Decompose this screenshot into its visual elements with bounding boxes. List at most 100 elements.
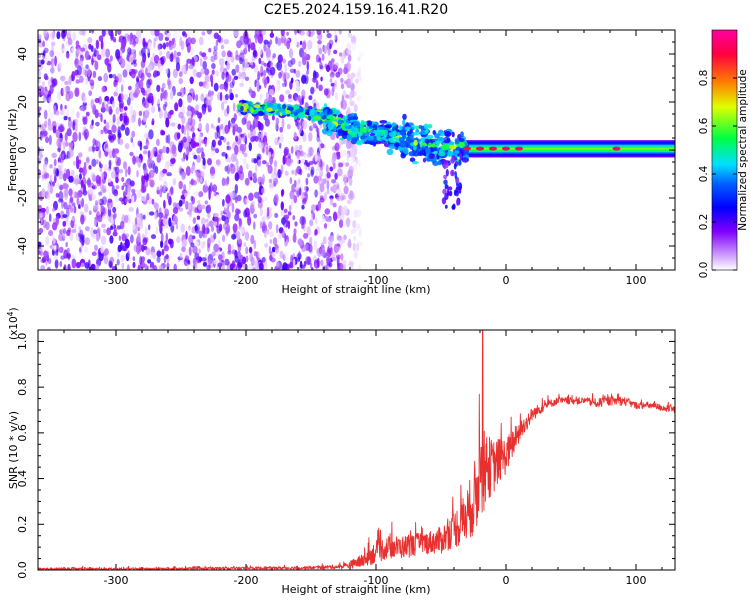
noise-blob <box>224 258 230 266</box>
snr-multiplier: (x104) <box>6 307 20 340</box>
noise-blob <box>215 159 221 166</box>
noise-blob <box>169 238 174 249</box>
ridge-blob <box>285 110 291 115</box>
noise-blob <box>346 48 352 56</box>
colorbar-tick-label: 0.8 <box>698 70 710 87</box>
noise-blob <box>260 130 264 141</box>
noise-blob <box>249 204 255 215</box>
noise-blob <box>347 169 353 179</box>
noise-blob <box>163 245 169 252</box>
noise-blob <box>87 67 91 78</box>
noise-blob <box>289 190 295 200</box>
noise-blob <box>208 220 214 227</box>
ridge-blob <box>399 131 407 136</box>
noise-blob <box>38 78 41 84</box>
ridge-blob <box>432 130 436 135</box>
noise-blob <box>158 174 163 182</box>
noise-blob <box>83 128 90 140</box>
noise-blob <box>109 260 113 268</box>
noise-blob <box>282 58 286 64</box>
noise-blob <box>156 99 161 104</box>
noise-blob <box>204 68 210 76</box>
noise-blob <box>349 91 352 102</box>
noise-blob <box>336 256 340 267</box>
streak-blob <box>453 163 457 170</box>
noise-blob <box>205 122 210 133</box>
noise-blob <box>98 161 102 168</box>
noise-blob <box>126 264 130 270</box>
noise-blob <box>110 55 113 62</box>
noise-blob <box>215 44 218 51</box>
noise-blob <box>345 94 350 99</box>
noise-blob <box>62 86 67 96</box>
ridge-blob <box>441 143 449 151</box>
noise-blob <box>150 57 153 67</box>
noise-blob <box>64 132 68 142</box>
snr-ytick-label: 0.8 <box>16 378 29 396</box>
noise-blob <box>43 109 48 120</box>
ridge-blob <box>349 127 357 133</box>
noise-blob <box>136 244 141 255</box>
noise-blob <box>352 220 357 229</box>
noise-blob <box>209 166 216 176</box>
noise-blob <box>267 96 274 101</box>
streak-blob <box>454 171 458 179</box>
noise-blob <box>182 239 188 247</box>
noise-blob <box>146 72 152 78</box>
noise-blob <box>223 119 229 126</box>
noise-blob <box>297 256 301 262</box>
noise-blob <box>340 253 344 261</box>
noise-blob <box>68 116 71 121</box>
noise-blob <box>185 200 189 210</box>
ridge-blob <box>398 125 403 131</box>
noise-blob <box>244 231 250 241</box>
ridge-blob <box>356 140 363 146</box>
noise-blob <box>166 41 169 48</box>
noise-blob <box>91 119 94 126</box>
noise-blob <box>257 196 262 204</box>
ridge-blob <box>434 140 442 145</box>
noise-blob <box>338 30 343 35</box>
noise-blob <box>151 120 155 126</box>
noise-blob <box>172 202 177 208</box>
noise-blob <box>162 145 167 154</box>
noise-blob <box>129 55 134 64</box>
ridge-blob <box>292 104 300 110</box>
noise-blob <box>108 159 112 170</box>
noise-blob <box>53 254 58 261</box>
noise-blob <box>39 217 44 226</box>
noise-blob <box>53 167 57 177</box>
noise-blob <box>258 57 262 65</box>
noise-blob <box>55 215 59 226</box>
noise-blob <box>178 207 184 212</box>
streak-blob <box>442 188 447 195</box>
noise-blob <box>56 90 61 101</box>
noise-blob <box>122 192 127 197</box>
noise-blob <box>74 122 78 133</box>
noise-blob <box>241 66 247 71</box>
noise-blob <box>312 212 316 220</box>
noise-blob <box>199 57 203 67</box>
noise-blob <box>84 237 91 246</box>
noise-blob <box>218 254 223 261</box>
noise-blob <box>160 240 164 248</box>
noise-blob <box>214 54 218 61</box>
noise-blob <box>243 157 247 165</box>
noise-blob <box>216 130 221 139</box>
noise-blob <box>83 185 87 193</box>
noise-blob <box>250 234 255 245</box>
noise-blob <box>311 30 315 35</box>
noise-blob <box>50 67 55 74</box>
noise-blob <box>201 31 206 36</box>
noise-blob <box>243 209 248 218</box>
noise-blob <box>332 211 338 222</box>
noise-blob <box>54 55 57 67</box>
noise-blob <box>131 195 135 204</box>
ridge-blob <box>454 138 459 143</box>
noise-blob <box>74 178 79 186</box>
noise-blob <box>138 79 144 90</box>
noise-blob <box>352 163 358 171</box>
noise-blob <box>141 244 145 252</box>
noise-blob <box>341 259 347 265</box>
streak-blob <box>457 182 463 191</box>
